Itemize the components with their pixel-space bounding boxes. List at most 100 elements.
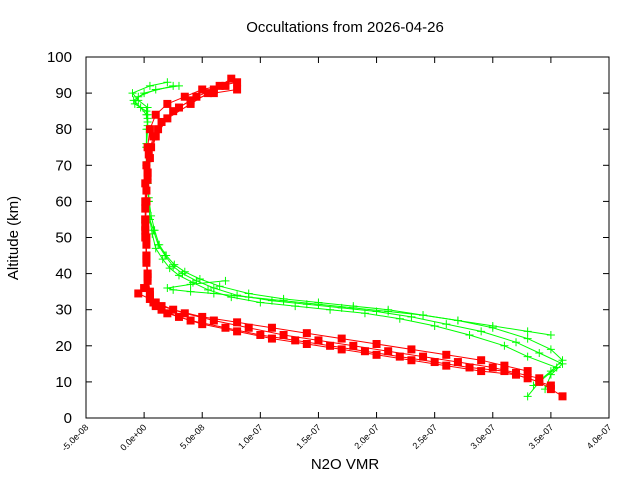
data-point-plus: [170, 260, 179, 269]
data-point-square: [233, 85, 242, 94]
data-point-square: [142, 197, 151, 206]
x-tick-label: 5.0e-08: [178, 422, 207, 451]
data-point-plus: [395, 314, 404, 323]
data-point-square: [279, 330, 288, 339]
data-point-square: [314, 336, 323, 345]
data-point-plus: [163, 284, 172, 293]
data-point-square: [134, 289, 143, 298]
data-point-square: [221, 323, 230, 332]
data-point-square: [209, 316, 218, 325]
data-point-square: [145, 291, 154, 300]
data-point-square: [221, 81, 230, 90]
data-point-plus: [174, 271, 183, 280]
data-point-plus: [488, 321, 497, 330]
y-tick-label: 90: [55, 85, 72, 102]
series-0-profile-line: [131, 81, 564, 390]
data-point-plus: [136, 103, 145, 112]
data-point-plus: [128, 89, 137, 98]
y-tick-label: 40: [55, 266, 72, 283]
x-tick-label: 1.0e-07: [236, 422, 265, 451]
data-point-square: [186, 316, 195, 325]
data-point-square: [198, 320, 207, 329]
data-point-plus: [453, 316, 462, 325]
data-point-square: [372, 350, 381, 359]
series-1: [134, 74, 567, 401]
data-point-plus: [165, 264, 174, 273]
data-point-plus: [430, 321, 439, 330]
data-point-square: [163, 309, 172, 318]
data-point-plus: [558, 356, 567, 365]
data-point-square: [430, 358, 439, 367]
data-point-square: [192, 92, 201, 101]
data-point-square: [337, 334, 346, 343]
data-point-square: [442, 361, 451, 370]
data-point-plus: [140, 89, 149, 98]
data-point-square: [198, 85, 207, 94]
y-tick-label: 30: [55, 302, 72, 319]
data-point-plus: [143, 114, 152, 123]
data-point-square: [143, 168, 152, 177]
data-point-square: [142, 240, 151, 249]
data-point-plus: [143, 103, 152, 112]
data-point-square: [198, 312, 207, 321]
data-point-plus: [195, 275, 204, 284]
data-point-plus: [186, 287, 195, 296]
data-point-square: [145, 125, 154, 134]
data-point-plus: [523, 334, 532, 343]
data-point-plus: [349, 303, 358, 312]
data-point-square: [227, 74, 236, 83]
data-point-plus: [419, 311, 428, 320]
data-point-plus: [523, 352, 532, 361]
data-point-plus: [145, 81, 154, 90]
x-tick-label: 2.0e-07: [352, 422, 381, 451]
data-point-square: [500, 361, 509, 370]
data-point-plus: [500, 341, 509, 350]
data-point-square: [233, 78, 242, 87]
data-point-plus: [535, 349, 544, 358]
data-point-square: [154, 125, 163, 134]
series-0-profile-line: [132, 85, 564, 386]
data-point-plus: [151, 244, 160, 253]
data-point-square: [267, 334, 276, 343]
y-tick-label: 60: [55, 193, 72, 210]
data-point-plus: [150, 226, 159, 235]
data-point-square: [523, 374, 532, 383]
y-tick-label: 20: [55, 338, 72, 355]
data-point-square: [500, 367, 509, 376]
y-tick-label: 0: [64, 410, 72, 427]
data-point-plus: [180, 267, 189, 276]
x-axis-label: N2O VMR: [311, 456, 380, 473]
data-point-square: [169, 107, 178, 116]
data-point-square: [267, 323, 276, 332]
data-point-square: [523, 367, 532, 376]
data-point-square: [442, 350, 451, 359]
data-point-square: [151, 298, 160, 307]
data-point-square: [140, 284, 149, 293]
data-point-square: [244, 323, 253, 332]
data-point-plus: [162, 251, 171, 260]
data-point-square: [186, 96, 195, 105]
data-point-plus: [221, 276, 230, 285]
data-layer: [128, 74, 567, 401]
data-point-plus: [169, 285, 178, 294]
x-tick-label: 1.5e-07: [294, 422, 323, 451]
data-point-square: [349, 341, 358, 350]
data-point-plus: [169, 81, 178, 90]
plot-frame: [85, 56, 610, 419]
data-point-square: [142, 255, 151, 264]
data-point-square: [180, 92, 189, 101]
data-point-plus: [512, 338, 521, 347]
data-point-square: [558, 392, 567, 401]
data-point-square: [360, 347, 369, 356]
data-point-square: [147, 143, 156, 152]
series-1-profile-line: [137, 85, 540, 379]
data-point-square: [233, 327, 242, 336]
data-point-plus: [291, 302, 300, 311]
data-point-plus: [477, 327, 486, 336]
data-point-plus: [204, 285, 213, 294]
data-point-plus: [314, 300, 323, 309]
data-point-square: [204, 89, 213, 98]
data-point-plus: [523, 392, 532, 401]
data-point-plus: [215, 282, 224, 291]
data-point-square: [535, 374, 544, 383]
